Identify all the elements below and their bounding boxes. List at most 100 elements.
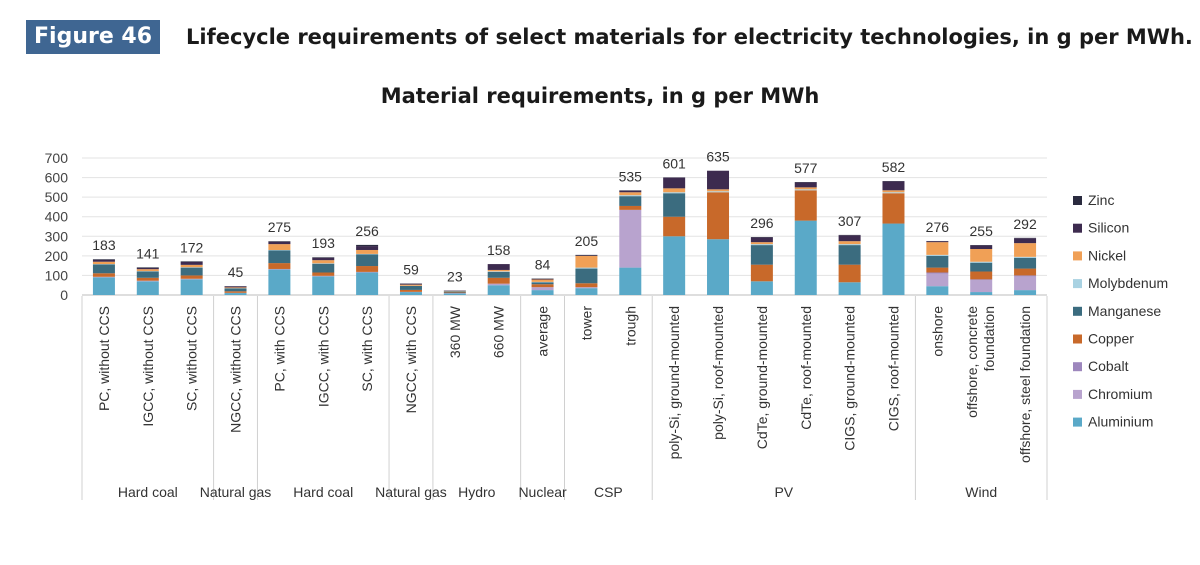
x-tick-label-line: poly-Si, ground-mounted xyxy=(666,306,682,459)
bar-segment-manganese xyxy=(443,291,466,293)
bar-segment-chromium xyxy=(268,268,291,270)
bar-segment-chromium xyxy=(619,209,642,268)
bar-segment-manganese xyxy=(750,245,773,265)
bar-segment-manganese xyxy=(575,268,598,284)
bar-total-label: 307 xyxy=(838,213,862,229)
bar-segment-aluminium xyxy=(180,279,203,295)
bar-segment-manganese xyxy=(531,282,554,285)
x-tick-label-line: trough xyxy=(622,306,638,346)
x-tick-label: IGCC, without CCS xyxy=(140,306,156,427)
bar-segment-nickel xyxy=(312,260,335,264)
x-tick-label: onshore xyxy=(929,306,945,357)
group-label: Hard coal xyxy=(118,484,178,500)
bar-segment-copper xyxy=(399,289,422,292)
bar-segment-manganese xyxy=(619,196,642,206)
bar-segment-molybdenum xyxy=(575,267,598,269)
bar-segment-nickel xyxy=(224,287,247,289)
bar-segment-nickel xyxy=(794,187,817,190)
bar-segment-aluminium xyxy=(268,269,291,295)
bar-segment-aluminium xyxy=(399,292,422,295)
legend-label: Aluminium xyxy=(1088,414,1153,430)
bar-segment-silicon xyxy=(882,181,905,191)
legend-swatch-chromium xyxy=(1073,389,1082,399)
x-tick-label: CdTe, roof-mounted xyxy=(798,306,814,430)
group-label: Natural gas xyxy=(200,484,272,500)
bar-segment-molybdenum xyxy=(750,244,773,246)
legend-label: Nickel xyxy=(1088,247,1126,263)
bar-segment-aluminium xyxy=(663,236,686,295)
bar-segment-nickel xyxy=(399,284,422,286)
y-tick-label: 700 xyxy=(45,150,69,166)
x-tick-label-line: offshore, concrete xyxy=(964,306,980,418)
legend-swatch-manganese xyxy=(1073,306,1082,316)
x-tick-label: CIGS, roof-mounted xyxy=(885,306,901,431)
bar-segment-silicon xyxy=(531,278,554,280)
y-tick-label: 600 xyxy=(45,170,69,186)
bar-segment-copper xyxy=(268,263,291,269)
x-tick-label: trough xyxy=(622,306,638,346)
bar-segment-manganese xyxy=(136,271,159,278)
bar-segment-aluminium xyxy=(882,223,905,295)
bar-segment-aluminium xyxy=(619,267,642,295)
x-tick-label-line: CdTe, ground-mounted xyxy=(754,306,770,449)
bar-segment-manganese xyxy=(92,264,115,274)
bar-segment-aluminium xyxy=(926,286,949,295)
bar-segment-aluminium xyxy=(224,293,247,295)
y-tick-label: 400 xyxy=(45,209,69,225)
bar-segment-manganese xyxy=(1014,257,1037,269)
bar-segment-zinc xyxy=(92,259,115,260)
x-tick-label: average xyxy=(535,306,551,357)
bar-total-label: 205 xyxy=(575,233,599,249)
bar-segment-silicon xyxy=(312,257,335,261)
group-label: PV xyxy=(774,484,793,500)
bar-total-label: 296 xyxy=(750,215,774,231)
x-tick-label: poly-Si, ground-mounted xyxy=(666,306,682,459)
bar-segment-aluminium xyxy=(312,276,335,295)
x-tick-label: NGCC, with CCS xyxy=(403,306,419,413)
bar-segment-cobalt xyxy=(970,279,993,281)
bar-segment-chromium xyxy=(487,283,510,286)
bar-segment-silicon xyxy=(663,177,686,189)
x-tick-label: 660 MW xyxy=(491,305,507,358)
bar-segment-silicon xyxy=(224,286,247,288)
bar-segment-copper xyxy=(663,216,686,237)
x-tick-label-line: tower xyxy=(578,306,594,341)
bar-segment-nickel xyxy=(268,244,291,250)
x-tick-label: poly-Si, roof-mounted xyxy=(710,306,726,440)
bar-segment-manganese xyxy=(268,250,291,264)
bar-segment-nickel xyxy=(707,189,730,192)
bar-total-label: 158 xyxy=(487,242,511,258)
bar-total-label: 292 xyxy=(1013,216,1037,232)
bar-total-label: 59 xyxy=(403,261,419,277)
bar-total-label: 635 xyxy=(706,149,730,165)
legend-label: Cobalt xyxy=(1088,358,1129,374)
bar-total-label: 84 xyxy=(535,257,551,273)
bar-segment-copper xyxy=(92,273,115,277)
legend-swatch-cobalt xyxy=(1073,362,1082,372)
bar-segment-manganese xyxy=(487,271,510,278)
x-tick-label-line: PC, with CCS xyxy=(271,306,287,392)
bar-total-label: 601 xyxy=(662,155,686,171)
bar-segment-copper xyxy=(531,284,554,288)
bar-segment-cobalt xyxy=(926,272,949,274)
bar-segment-nickel xyxy=(970,249,993,262)
bar-segment-aluminium xyxy=(136,281,159,295)
bar-segment-silicon xyxy=(92,259,115,262)
bar-segment-nickel xyxy=(92,261,115,265)
x-tick-label: tower xyxy=(578,306,594,341)
bar-segment-silicon xyxy=(399,283,422,285)
bar-segment-manganese xyxy=(399,285,422,290)
bar-segment-copper xyxy=(750,264,773,282)
bar-total-label: 183 xyxy=(92,237,116,253)
bar-segment-chromium xyxy=(970,280,993,293)
bar-segment-nickel xyxy=(619,192,642,196)
bar-segment-aluminium xyxy=(92,277,115,295)
bar-segment-nickel xyxy=(663,188,686,193)
bar-segment-molybdenum xyxy=(707,191,730,193)
y-tick-label: 200 xyxy=(45,248,69,264)
bar-segment-molybdenum xyxy=(970,261,993,263)
legend-label: Silicon xyxy=(1088,220,1129,236)
bar-total-label: 141 xyxy=(136,245,160,261)
x-tick-label-line: SC, without CCS xyxy=(184,306,200,411)
bar-segment-nickel xyxy=(180,264,203,268)
